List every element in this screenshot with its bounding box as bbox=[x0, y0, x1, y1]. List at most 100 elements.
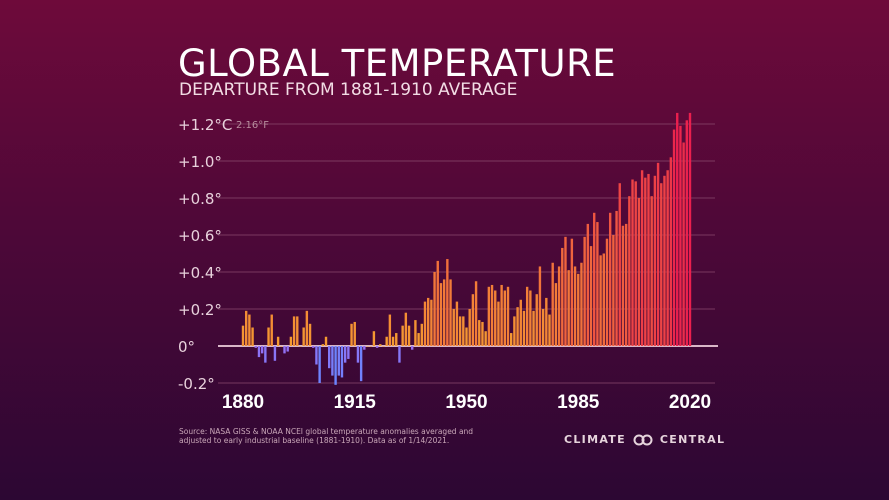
bar-2018 bbox=[682, 142, 685, 346]
bar-1944 bbox=[446, 259, 449, 346]
bar-1960 bbox=[497, 301, 500, 346]
bar-1926 bbox=[388, 314, 392, 346]
bar-1888 bbox=[267, 327, 270, 346]
y-tick-label: +1.0° bbox=[178, 153, 222, 171]
y-tick-alt-label: 2.16°F bbox=[236, 120, 269, 131]
bar-1953 bbox=[474, 281, 478, 346]
bar-2016 bbox=[676, 112, 679, 347]
bar-1977 bbox=[551, 262, 554, 346]
bar-1896 bbox=[292, 316, 296, 346]
bar-1886 bbox=[260, 346, 264, 354]
x-tick-label: 2020 bbox=[669, 392, 711, 413]
chart-subtitle: DEPARTURE FROM 1881-1910 AVERAGE bbox=[179, 80, 518, 100]
bar-1913 bbox=[347, 346, 350, 359]
bar-1919 bbox=[366, 346, 369, 347]
bar-2003 bbox=[634, 181, 637, 346]
bar-1978 bbox=[554, 283, 558, 346]
bar-2002 bbox=[631, 179, 634, 346]
bar-1996 bbox=[612, 235, 615, 346]
bar-1988 bbox=[586, 223, 590, 346]
bar-1904 bbox=[318, 346, 321, 383]
bar-2015 bbox=[672, 129, 676, 346]
bar-1997 bbox=[615, 210, 618, 346]
bar-1925 bbox=[385, 336, 388, 346]
bar-1952 bbox=[471, 294, 475, 346]
bar-1948 bbox=[458, 316, 462, 346]
bar-1891 bbox=[276, 336, 280, 346]
bar-1975 bbox=[545, 297, 548, 346]
bar-1972 bbox=[535, 294, 538, 346]
bar-1947 bbox=[455, 301, 459, 346]
bar-1910 bbox=[337, 346, 340, 376]
bar-1905 bbox=[321, 344, 325, 346]
bar-1920 bbox=[369, 346, 372, 347]
bar-1890 bbox=[273, 346, 277, 361]
bar-1961 bbox=[500, 284, 503, 346]
bar-1941 bbox=[436, 260, 439, 346]
bar-2011 bbox=[660, 183, 663, 346]
bar-1933 bbox=[411, 346, 414, 350]
bar-1918 bbox=[363, 346, 366, 350]
bar-1911 bbox=[340, 346, 344, 378]
bar-2010 bbox=[656, 162, 660, 346]
bar-2007 bbox=[647, 173, 650, 346]
bar-1884 bbox=[254, 346, 257, 348]
bar-1923 bbox=[379, 344, 382, 346]
bar-1881 bbox=[244, 310, 248, 346]
bar-2013 bbox=[666, 170, 669, 346]
bar-2005 bbox=[640, 170, 644, 346]
bar-1887 bbox=[264, 346, 267, 363]
bar-1986 bbox=[580, 262, 583, 346]
bar-1970 bbox=[529, 290, 532, 346]
bar-1971 bbox=[532, 310, 535, 346]
bar-1993 bbox=[602, 253, 605, 346]
x-tick-label: 1880 bbox=[222, 392, 264, 413]
bar-1964 bbox=[510, 333, 513, 346]
bar-1967 bbox=[519, 299, 522, 346]
bar-1966 bbox=[516, 307, 519, 346]
bar-1922 bbox=[375, 346, 379, 348]
bar-1981 bbox=[564, 236, 567, 346]
bar-1930 bbox=[401, 325, 404, 346]
bar-1928 bbox=[395, 333, 398, 346]
linked-rings-icon bbox=[633, 434, 653, 445]
bar-1984 bbox=[573, 266, 577, 346]
bar-1963 bbox=[506, 286, 510, 346]
bar-1999 bbox=[621, 225, 625, 346]
bar-1938 bbox=[426, 297, 430, 346]
bar-1991 bbox=[596, 222, 599, 346]
climate-central-logo: CLIMATE CENTRAL bbox=[564, 433, 725, 446]
bar-1954 bbox=[478, 320, 481, 346]
logo-text-right: CENTRAL bbox=[659, 433, 726, 446]
x-tick-label: 1950 bbox=[445, 392, 487, 413]
bar-2012 bbox=[663, 175, 666, 346]
bar-2000 bbox=[624, 223, 628, 346]
bar-2001 bbox=[628, 196, 631, 346]
bar-1889 bbox=[270, 314, 273, 346]
y-tick-label: +0.8° bbox=[178, 190, 222, 208]
y-tick-label: -0.2° bbox=[178, 375, 215, 393]
bar-1950 bbox=[465, 327, 468, 346]
bar-2004 bbox=[637, 198, 641, 346]
bar-1895 bbox=[289, 336, 293, 346]
bar-1985 bbox=[577, 273, 580, 346]
bar-1979 bbox=[557, 266, 561, 346]
bar-1976 bbox=[548, 314, 551, 346]
bar-1989 bbox=[589, 246, 593, 346]
bar-1974 bbox=[541, 309, 545, 346]
bar-1940 bbox=[433, 272, 436, 346]
bar-1882 bbox=[248, 314, 251, 346]
logo-text-left: CLIMATE bbox=[564, 433, 626, 446]
source-note: Source: NASA GISS & NOAA NCEI global tem… bbox=[179, 427, 474, 445]
bar-1973 bbox=[538, 266, 542, 346]
bar-1917 bbox=[359, 346, 363, 382]
bar-1927 bbox=[391, 336, 395, 346]
bar-1931 bbox=[404, 312, 408, 346]
bar-1939 bbox=[430, 299, 433, 346]
bar-1945 bbox=[449, 279, 452, 346]
bar-1937 bbox=[423, 301, 427, 346]
bar-1959 bbox=[494, 290, 497, 346]
bar-1955 bbox=[481, 321, 484, 346]
bar-1921 bbox=[372, 331, 376, 346]
